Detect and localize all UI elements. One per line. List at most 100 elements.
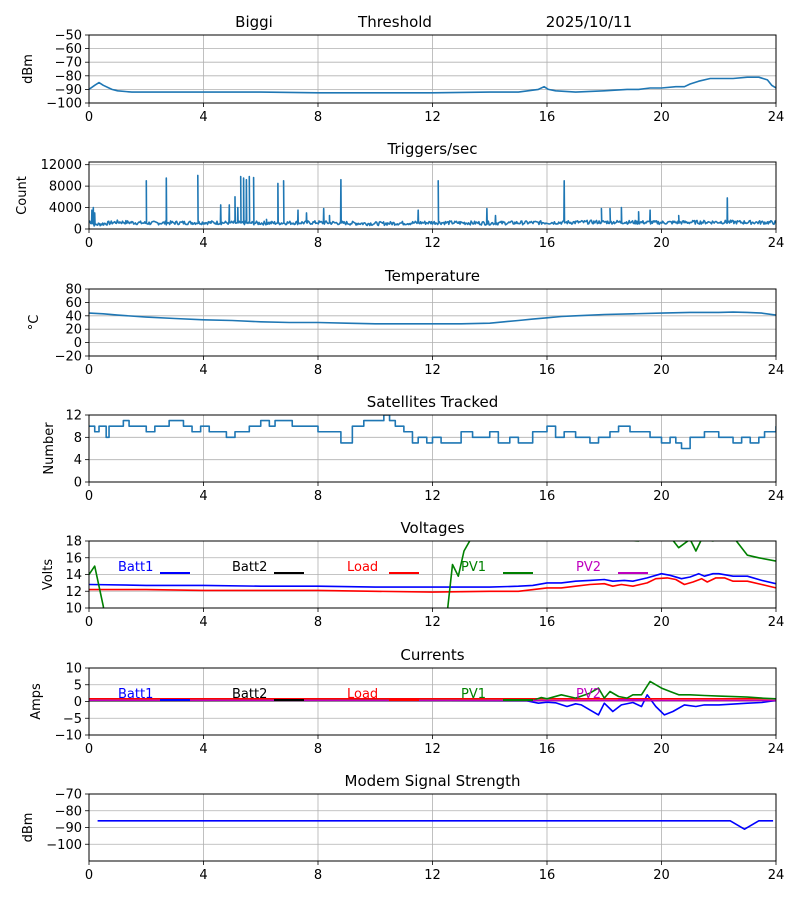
modem-xtick-label: 8 <box>314 868 322 883</box>
triggers-xtick-label: 0 <box>85 236 93 251</box>
modem-title: Modem Signal Strength <box>345 772 521 790</box>
modem-xtick-label: 16 <box>539 868 556 883</box>
threshold-xtick-label: 8 <box>314 110 322 125</box>
currents-ytick-label: 0 <box>74 695 82 710</box>
temperature-ytick-label: 20 <box>65 323 82 338</box>
voltages-ytick-label: 10 <box>65 602 82 617</box>
satellites-title: Satellites Tracked <box>367 393 498 411</box>
triggers-xtick-label: 16 <box>539 236 556 251</box>
threshold-ylabel: dBm <box>21 54 36 84</box>
voltages-series-load <box>89 577 776 593</box>
voltages-ytick-label: 14 <box>65 568 82 583</box>
voltages-xtick-label: 0 <box>85 615 93 630</box>
voltages-legend-label: PV2 <box>576 560 601 575</box>
voltages-legend-label: Batt2 <box>232 560 267 575</box>
temperature-ytick-label: 40 <box>65 309 82 324</box>
triggers-ytick-label: 0 <box>74 223 82 238</box>
currents-legend: Batt1 Batt2 Load PV1 PV2 <box>118 687 648 702</box>
threshold-xtick-label: 12 <box>424 110 441 125</box>
temperature-axes-frame <box>88 288 777 357</box>
triggers-panel: Triggers/sec 0 4 8 12 16 20 24 0 4000 8000 12000 Cou… <box>15 140 784 251</box>
currents-ytick-label: 5 <box>74 678 82 693</box>
threshold-ytick-label: −60 <box>55 42 82 57</box>
temperature-xtick-label: 8 <box>314 363 322 378</box>
triggers-series-group <box>89 174 776 227</box>
currents-xtick-label: 24 <box>768 742 785 757</box>
temperature-series-group <box>89 311 776 325</box>
currents-axes-frame <box>88 667 777 736</box>
modem-ytick-label: −90 <box>55 821 82 836</box>
voltages-axes-frame <box>88 540 777 609</box>
satellites-axes-frame <box>88 414 777 483</box>
modem-series-group <box>97 820 774 830</box>
threshold-xtick-label: 0 <box>85 110 93 125</box>
voltages-ylabel: Volts <box>41 559 56 591</box>
temperature-ytick-label: 80 <box>65 283 82 298</box>
temperature-xtick-label: 0 <box>85 363 93 378</box>
threshold-ytick-label: −80 <box>55 69 82 84</box>
currents-ytick-label: 10 <box>65 662 82 677</box>
temperature-xtick-label: 24 <box>768 363 785 378</box>
satellites-xtick-label: 20 <box>653 489 670 504</box>
threshold-axes-frame <box>88 34 777 104</box>
temperature-ytick-label: −20 <box>55 350 82 365</box>
temperature-ytick-label: 60 <box>65 296 82 311</box>
triggers-xtick-label: 20 <box>653 236 670 251</box>
satellites-xtick-label: 4 <box>199 489 207 504</box>
triggers-ytick-label: 12000 <box>41 158 82 173</box>
header-mode: Threshold <box>357 13 432 31</box>
modem-xtick-label: 4 <box>199 868 207 883</box>
figure-header: Biggi Threshold 2025/10/11 <box>235 13 632 31</box>
threshold-xtick-label: 20 <box>653 110 670 125</box>
temperature-series-temperature <box>89 311 776 325</box>
threshold-series-group <box>89 76 776 94</box>
modem-ytick-label: −100 <box>46 838 82 853</box>
currents-legend-label: Batt1 <box>118 687 153 702</box>
satellites-ytick-label: 8 <box>74 431 82 446</box>
voltages-ytick-label: 16 <box>65 551 82 566</box>
currents-series-group <box>89 680 776 716</box>
temperature-xtick-label: 4 <box>199 363 207 378</box>
modem-panel: Modem Signal Strength 0 4 8 12 16 20 24 −100 −90 −… <box>21 772 784 883</box>
satellites-panel: Satellites Tracked 0 4 8 12 16 20 24 0 4 8 12 Number <box>42 393 784 504</box>
threshold-series-threshold <box>89 76 776 94</box>
triggers-xtick-label: 8 <box>314 236 322 251</box>
triggers-ytick-label: 8000 <box>49 180 82 195</box>
currents-ylabel: Amps <box>29 683 44 720</box>
satellites-xtick-label: 0 <box>85 489 93 504</box>
threshold-xtick-label: 4 <box>199 110 207 125</box>
threshold-xtick-label: 16 <box>539 110 556 125</box>
satellites-xtick-label: 12 <box>424 489 441 504</box>
currents-xtick-label: 0 <box>85 742 93 757</box>
voltages-xtick-label: 16 <box>539 615 556 630</box>
modem-axes-frame <box>88 793 777 862</box>
satellites-series-group <box>89 415 776 450</box>
triggers-xtick-label: 24 <box>768 236 785 251</box>
temperature-xtick-label: 20 <box>653 363 670 378</box>
temperature-ytick-label: 0 <box>74 336 82 351</box>
threshold-xtick-label: 24 <box>768 110 785 125</box>
currents-xtick-label: 20 <box>653 742 670 757</box>
voltages-ytick-label: 12 <box>65 585 82 600</box>
modem-xtick-label: 20 <box>653 868 670 883</box>
modem-ytick-label: −80 <box>55 804 82 819</box>
currents-title: Currents <box>400 646 464 664</box>
temperature-title: Temperature <box>384 267 480 285</box>
currents-ytick-label: −10 <box>55 729 82 744</box>
voltages-legend-label: PV1 <box>461 560 486 575</box>
temperature-xtick-label: 16 <box>539 363 556 378</box>
currents-legend-label: Load <box>347 687 378 702</box>
threshold-ytick-label: −70 <box>55 56 82 71</box>
triggers-series-triggers <box>89 174 776 227</box>
satellites-ylabel: Number <box>42 422 57 475</box>
threshold-ytick-label: −100 <box>46 97 82 112</box>
temperature-xtick-label: 12 <box>424 363 441 378</box>
satellites-ytick-label: 4 <box>74 453 82 468</box>
satellites-xtick-label: 16 <box>539 489 556 504</box>
triggers-title: Triggers/sec <box>387 140 478 158</box>
triggers-ylabel: Count <box>15 176 30 215</box>
currents-legend-label: PV2 <box>576 687 601 702</box>
